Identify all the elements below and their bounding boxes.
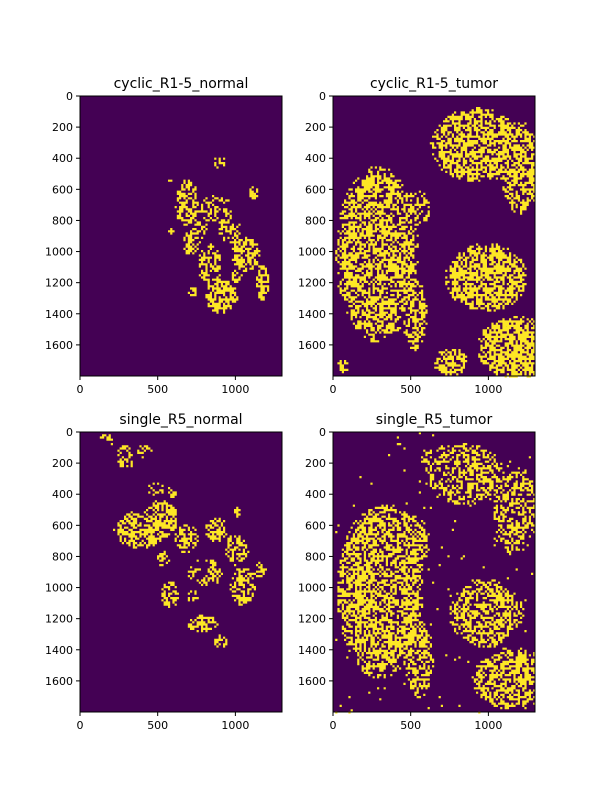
- panel-title: cyclic_R1-5_tumor: [370, 76, 498, 92]
- y-tick-label: 1400: [45, 644, 73, 657]
- y-tick-label: 200: [52, 457, 73, 470]
- y-tick-label: 400: [305, 488, 326, 501]
- y-tick-label: 800: [305, 550, 326, 563]
- panel-cyclic-normal: cyclic_R1-5_normal 0 500 1000 0 200 400 600 80…: [45, 76, 283, 396]
- y-tick-label: 600: [305, 183, 326, 196]
- y-tick-label: 0: [66, 426, 73, 439]
- y-tick-label: 0: [319, 90, 326, 103]
- y-tick-label: 1600: [45, 675, 73, 688]
- mask-foreground: [335, 432, 536, 714]
- y-tick-label: 200: [305, 121, 326, 134]
- y-tick-label: 1200: [45, 277, 73, 290]
- x-tick-label: 0: [77, 719, 84, 732]
- y-tick-label: 800: [305, 214, 326, 227]
- y-axis: 0 200 400 600 800 1000 1200 1400 1600: [298, 426, 333, 688]
- panel-title: single_R5_tumor: [376, 412, 493, 428]
- y-tick-label: 600: [52, 519, 73, 532]
- y-tick-label: 1000: [45, 246, 73, 259]
- y-axis: 0 200 400 600 800 1000 1200 1400 1600: [298, 90, 333, 352]
- x-tick-label: 1000: [221, 719, 249, 732]
- x-tick-label: 1000: [221, 383, 249, 396]
- axis-frame: [79, 431, 283, 713]
- y-tick-label: 1200: [298, 613, 326, 626]
- panel-cyclic-tumor: cyclic_R1-5_tumor 0 500 1000 0 200 400 600 800…: [298, 76, 536, 396]
- y-tick-label: 1400: [298, 644, 326, 657]
- y-tick-label: 1000: [45, 582, 73, 595]
- y-tick-label: 800: [52, 550, 73, 563]
- y-tick-label: 200: [52, 121, 73, 134]
- axis-frame: [79, 95, 283, 377]
- x-tick-label: 500: [147, 719, 168, 732]
- panel-title: cyclic_R1-5_normal: [114, 76, 249, 92]
- y-tick-label: 0: [319, 426, 326, 439]
- y-tick-label: 800: [52, 214, 73, 227]
- panel-single-normal: single_R5_normal 0 500 1000 0 200 400 600 800 1…: [45, 412, 283, 732]
- y-tick-label: 1400: [45, 308, 73, 321]
- mask-pixels: [335, 107, 536, 378]
- mask-pixels: [168, 157, 270, 314]
- mask-pixels: [335, 432, 536, 714]
- axis-frame: [332, 431, 536, 713]
- y-tick-label: 1000: [298, 246, 326, 259]
- x-axis: 0 500 1000: [77, 712, 249, 732]
- x-tick-label: 500: [400, 719, 421, 732]
- mask-foreground: [168, 157, 270, 314]
- panel-background: [80, 96, 282, 376]
- x-tick-label: 0: [330, 719, 337, 732]
- panel-single-tumor: single_R5_tumor 0 500 1000 0 200 400 600 800 10…: [298, 412, 536, 732]
- y-tick-label: 1600: [298, 675, 326, 688]
- mask-pixels: [99, 434, 267, 648]
- y-axis: 0 200 400 600 800 1000 1200 1400 1600: [45, 90, 80, 352]
- x-tick-label: 0: [330, 383, 337, 396]
- x-tick-label: 1000: [474, 719, 502, 732]
- x-tick-label: 500: [147, 383, 168, 396]
- y-tick-label: 1400: [298, 308, 326, 321]
- mask-foreground: [335, 107, 536, 378]
- x-tick-label: 500: [400, 383, 421, 396]
- y-tick-label: 1200: [298, 277, 326, 290]
- axis-frame: [332, 95, 536, 377]
- x-tick-label: 0: [77, 383, 84, 396]
- panel-background: [80, 432, 282, 712]
- x-tick-label: 1000: [474, 383, 502, 396]
- x-axis: 0 500 1000: [77, 376, 249, 396]
- y-tick-label: 600: [52, 183, 73, 196]
- y-tick-label: 0: [66, 90, 73, 103]
- y-tick-label: 600: [305, 519, 326, 532]
- y-tick-label: 400: [305, 152, 326, 165]
- x-axis: 0 500 1000: [330, 712, 502, 732]
- y-tick-label: 400: [52, 488, 73, 501]
- y-tick-label: 200: [305, 457, 326, 470]
- y-tick-label: 1600: [45, 339, 73, 352]
- y-tick-label: 400: [52, 152, 73, 165]
- x-axis: 0 500 1000: [330, 376, 502, 396]
- mask-foreground: [99, 434, 267, 648]
- y-tick-label: 1200: [45, 613, 73, 626]
- y-axis: 0 200 400 600 800 1000 1200 1400 1600: [45, 426, 80, 688]
- y-tick-label: 1000: [298, 582, 326, 595]
- panel-title: single_R5_normal: [119, 412, 242, 428]
- y-tick-label: 1600: [298, 339, 326, 352]
